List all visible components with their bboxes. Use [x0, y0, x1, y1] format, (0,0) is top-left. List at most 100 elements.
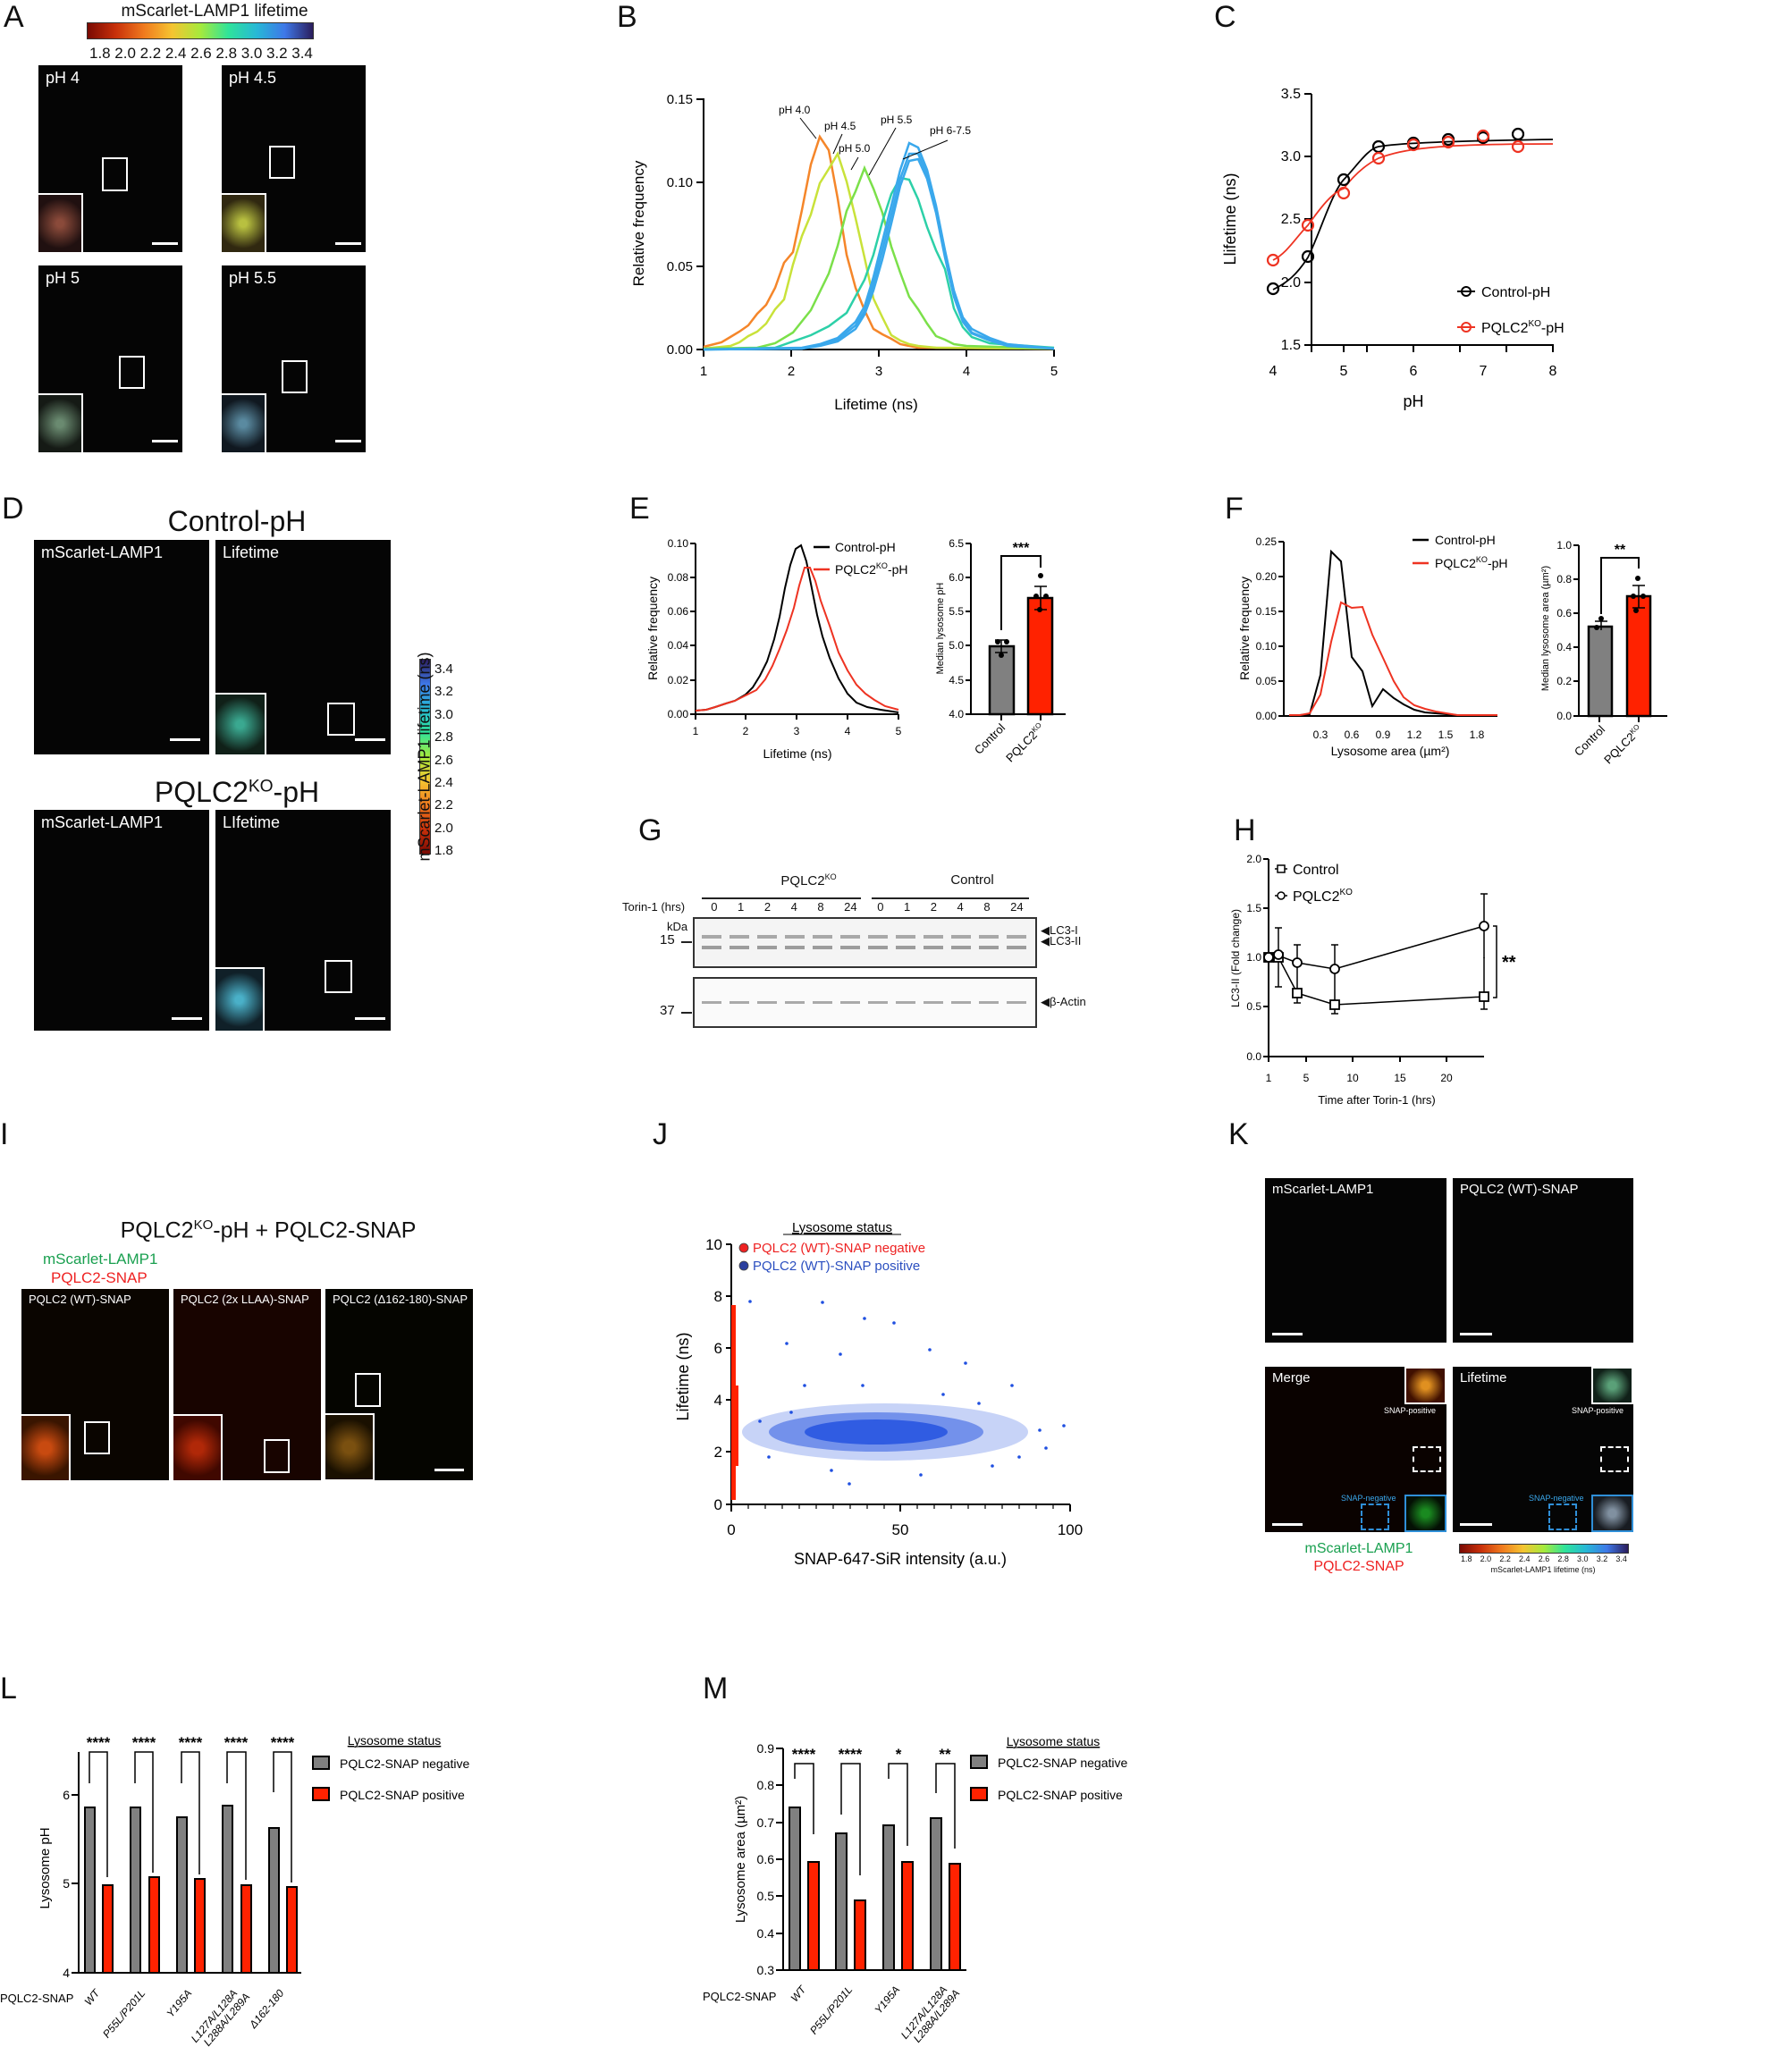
colorbar-label-k: mScarlet-LAMP1 lifetime (ns) [1490, 1565, 1596, 1574]
image-label: Merge [1272, 1370, 1311, 1386]
y-tick: 0.0 [1556, 710, 1572, 722]
y-tick: 0.02 [668, 674, 689, 686]
x-tick: 0 [727, 1521, 735, 1538]
y-tick: 4 [63, 1966, 70, 1980]
y-tick: 1.0 [1556, 539, 1572, 552]
x-group-label: PQLC2-SNAP [703, 1990, 776, 2003]
x-category: WT [82, 1986, 104, 2009]
y-tick: 1.0 [1246, 951, 1261, 964]
tick: 1.8 [89, 45, 111, 62]
y-tick: 3.0 [1281, 149, 1301, 164]
band-lc3-i: ◀LC3-I [1041, 923, 1078, 937]
x-tick: 1 [693, 725, 699, 737]
y-tick: 0.4 [757, 1926, 775, 1941]
tick: 1.8 [434, 843, 453, 858]
scale-bar [335, 440, 361, 442]
chart-m-legend: Lysosome status PQLC2-SNAP negative PQLC… [970, 1734, 1127, 1802]
chart-e-legend: Control-pH PQLC2KO-pH [814, 540, 908, 577]
legend-negative: PQLC2-SNAP negative [998, 1756, 1127, 1770]
tick: 2.8 [215, 45, 238, 62]
chart-b: 0.15 0.10 0.05 0.00 1 2 3 4 5 Lifetime (… [630, 92, 1058, 413]
tick: 3.4 [291, 45, 313, 62]
roi-box [282, 360, 308, 393]
y-tick: 0.6 [1556, 607, 1572, 619]
y-tick: 6 [714, 1340, 722, 1357]
lane: 24 [1010, 900, 1024, 914]
panel-label-m: M [703, 1672, 729, 1706]
panel-label-d: D [2, 492, 24, 526]
x-category: Control [972, 720, 1008, 756]
x-tick: 4 [1269, 364, 1278, 379]
micrograph-ko-lifetime: LIfetime [215, 810, 391, 1031]
x-tick: 1.2 [1407, 729, 1422, 741]
x-axis-label: SNAP-647-SiR intensity (a.u.) [794, 1550, 1007, 1568]
micrograph-ph5: pH 5 [38, 265, 182, 452]
annotation-ph5-5: pH 5.5 [881, 114, 913, 126]
micrograph-ph5-5: pH 5.5 [222, 265, 366, 452]
panel-d-control-title: Control-pH [167, 505, 307, 537]
y-tick: 4 [714, 1392, 722, 1409]
scale-bar [1460, 1333, 1492, 1335]
x-category: Y195A [164, 1987, 194, 2020]
x-category: P55L/P201L [807, 1984, 855, 2037]
x-axis-label: Lifetime (ns) [763, 746, 831, 761]
x-tick: 4 [845, 725, 851, 737]
legend-positive: PQLC2-SNAP positive [998, 1788, 1123, 1802]
y-tick: 0.25 [1256, 535, 1278, 548]
x-tick: 0.9 [1376, 729, 1391, 741]
tick: 2.2 [139, 45, 162, 62]
image-label: PQLC2 (Δ162-180)-SNAP [333, 1293, 468, 1306]
y-tick: 3.5 [1281, 87, 1301, 102]
scale-bar [152, 242, 178, 245]
y-tick: 6.5 [949, 537, 964, 550]
image-label: mScarlet-LAMP1 [41, 813, 164, 831]
micrograph-control-lifetime: Lifetime [215, 540, 391, 754]
colorscale-ticks-a: 1.8 2.0 2.2 2.4 2.6 2.8 3.0 3.2 3.4 [89, 45, 313, 63]
inset [325, 1413, 375, 1480]
micrograph-k-merge: Merge SNAP-positive SNAP-negative [1265, 1367, 1446, 1532]
x-axis-label: Time after Torin-1 (hrs) [1318, 1093, 1435, 1107]
roi-box [264, 1439, 290, 1473]
y-tick: 2.5 [1281, 212, 1301, 227]
roi-negative [1361, 1503, 1389, 1530]
y-axis-label: Relative frequency [1237, 577, 1252, 680]
x-category: PQLC2KO [1601, 723, 1645, 767]
x-tick: 7 [1480, 364, 1488, 379]
x-category: P55L/P201L [100, 1987, 148, 2041]
y-axis-label: Lifetime (ns) [674, 1332, 692, 1420]
colorbar-label-d: mScarlet-LAMP1 lifetime (ns) [415, 652, 434, 862]
image-label: pH 4.5 [229, 69, 277, 87]
panel-label-j: J [653, 1117, 668, 1151]
tick: 3.0 [240, 45, 263, 62]
tick: 2.2 [1499, 1554, 1511, 1563]
scatter-positive [742, 1300, 1066, 1486]
group-line-ko [702, 897, 861, 899]
y-tick: 0.4 [1556, 641, 1572, 653]
marker-tick [681, 941, 692, 943]
roi-box [327, 703, 355, 736]
legend-negative: PQLC2 (WT)-SNAP negative [753, 1241, 925, 1256]
y-tick: 0.00 [1256, 710, 1278, 722]
chart-f-legend: Control-pH PQLC2KO-pH [1413, 533, 1508, 570]
group-line-control [872, 897, 1029, 899]
tick: 3.2 [434, 684, 453, 700]
tick: 3.4 [1615, 1554, 1627, 1563]
tick: 3.0 [1577, 1554, 1589, 1563]
micrograph-control-mscarlet: mScarlet-LAMP1 [34, 540, 209, 754]
legend-green: mScarlet-LAMP1 [43, 1251, 158, 1268]
x-tick: 5 [896, 725, 902, 737]
image-label: pH 5 [46, 269, 80, 287]
significance-marker: *** [1013, 541, 1030, 556]
significance-marker: **** [179, 1734, 203, 1751]
scatter-negative [731, 1305, 738, 1500]
significance-marker: * [896, 1746, 902, 1763]
legend-ko: PQLC2KO-pH [835, 561, 908, 577]
scale-bar [335, 242, 361, 245]
colorscale-bar-a [87, 22, 314, 39]
y-tick: 0.8 [757, 1778, 775, 1792]
legend-positive: PQLC2 (WT)-SNAP positive [753, 1259, 920, 1274]
y-axis-label: LC3-II (Fold change) [1229, 909, 1242, 1007]
x-tick: 50 [892, 1521, 909, 1538]
inset [215, 967, 265, 1031]
